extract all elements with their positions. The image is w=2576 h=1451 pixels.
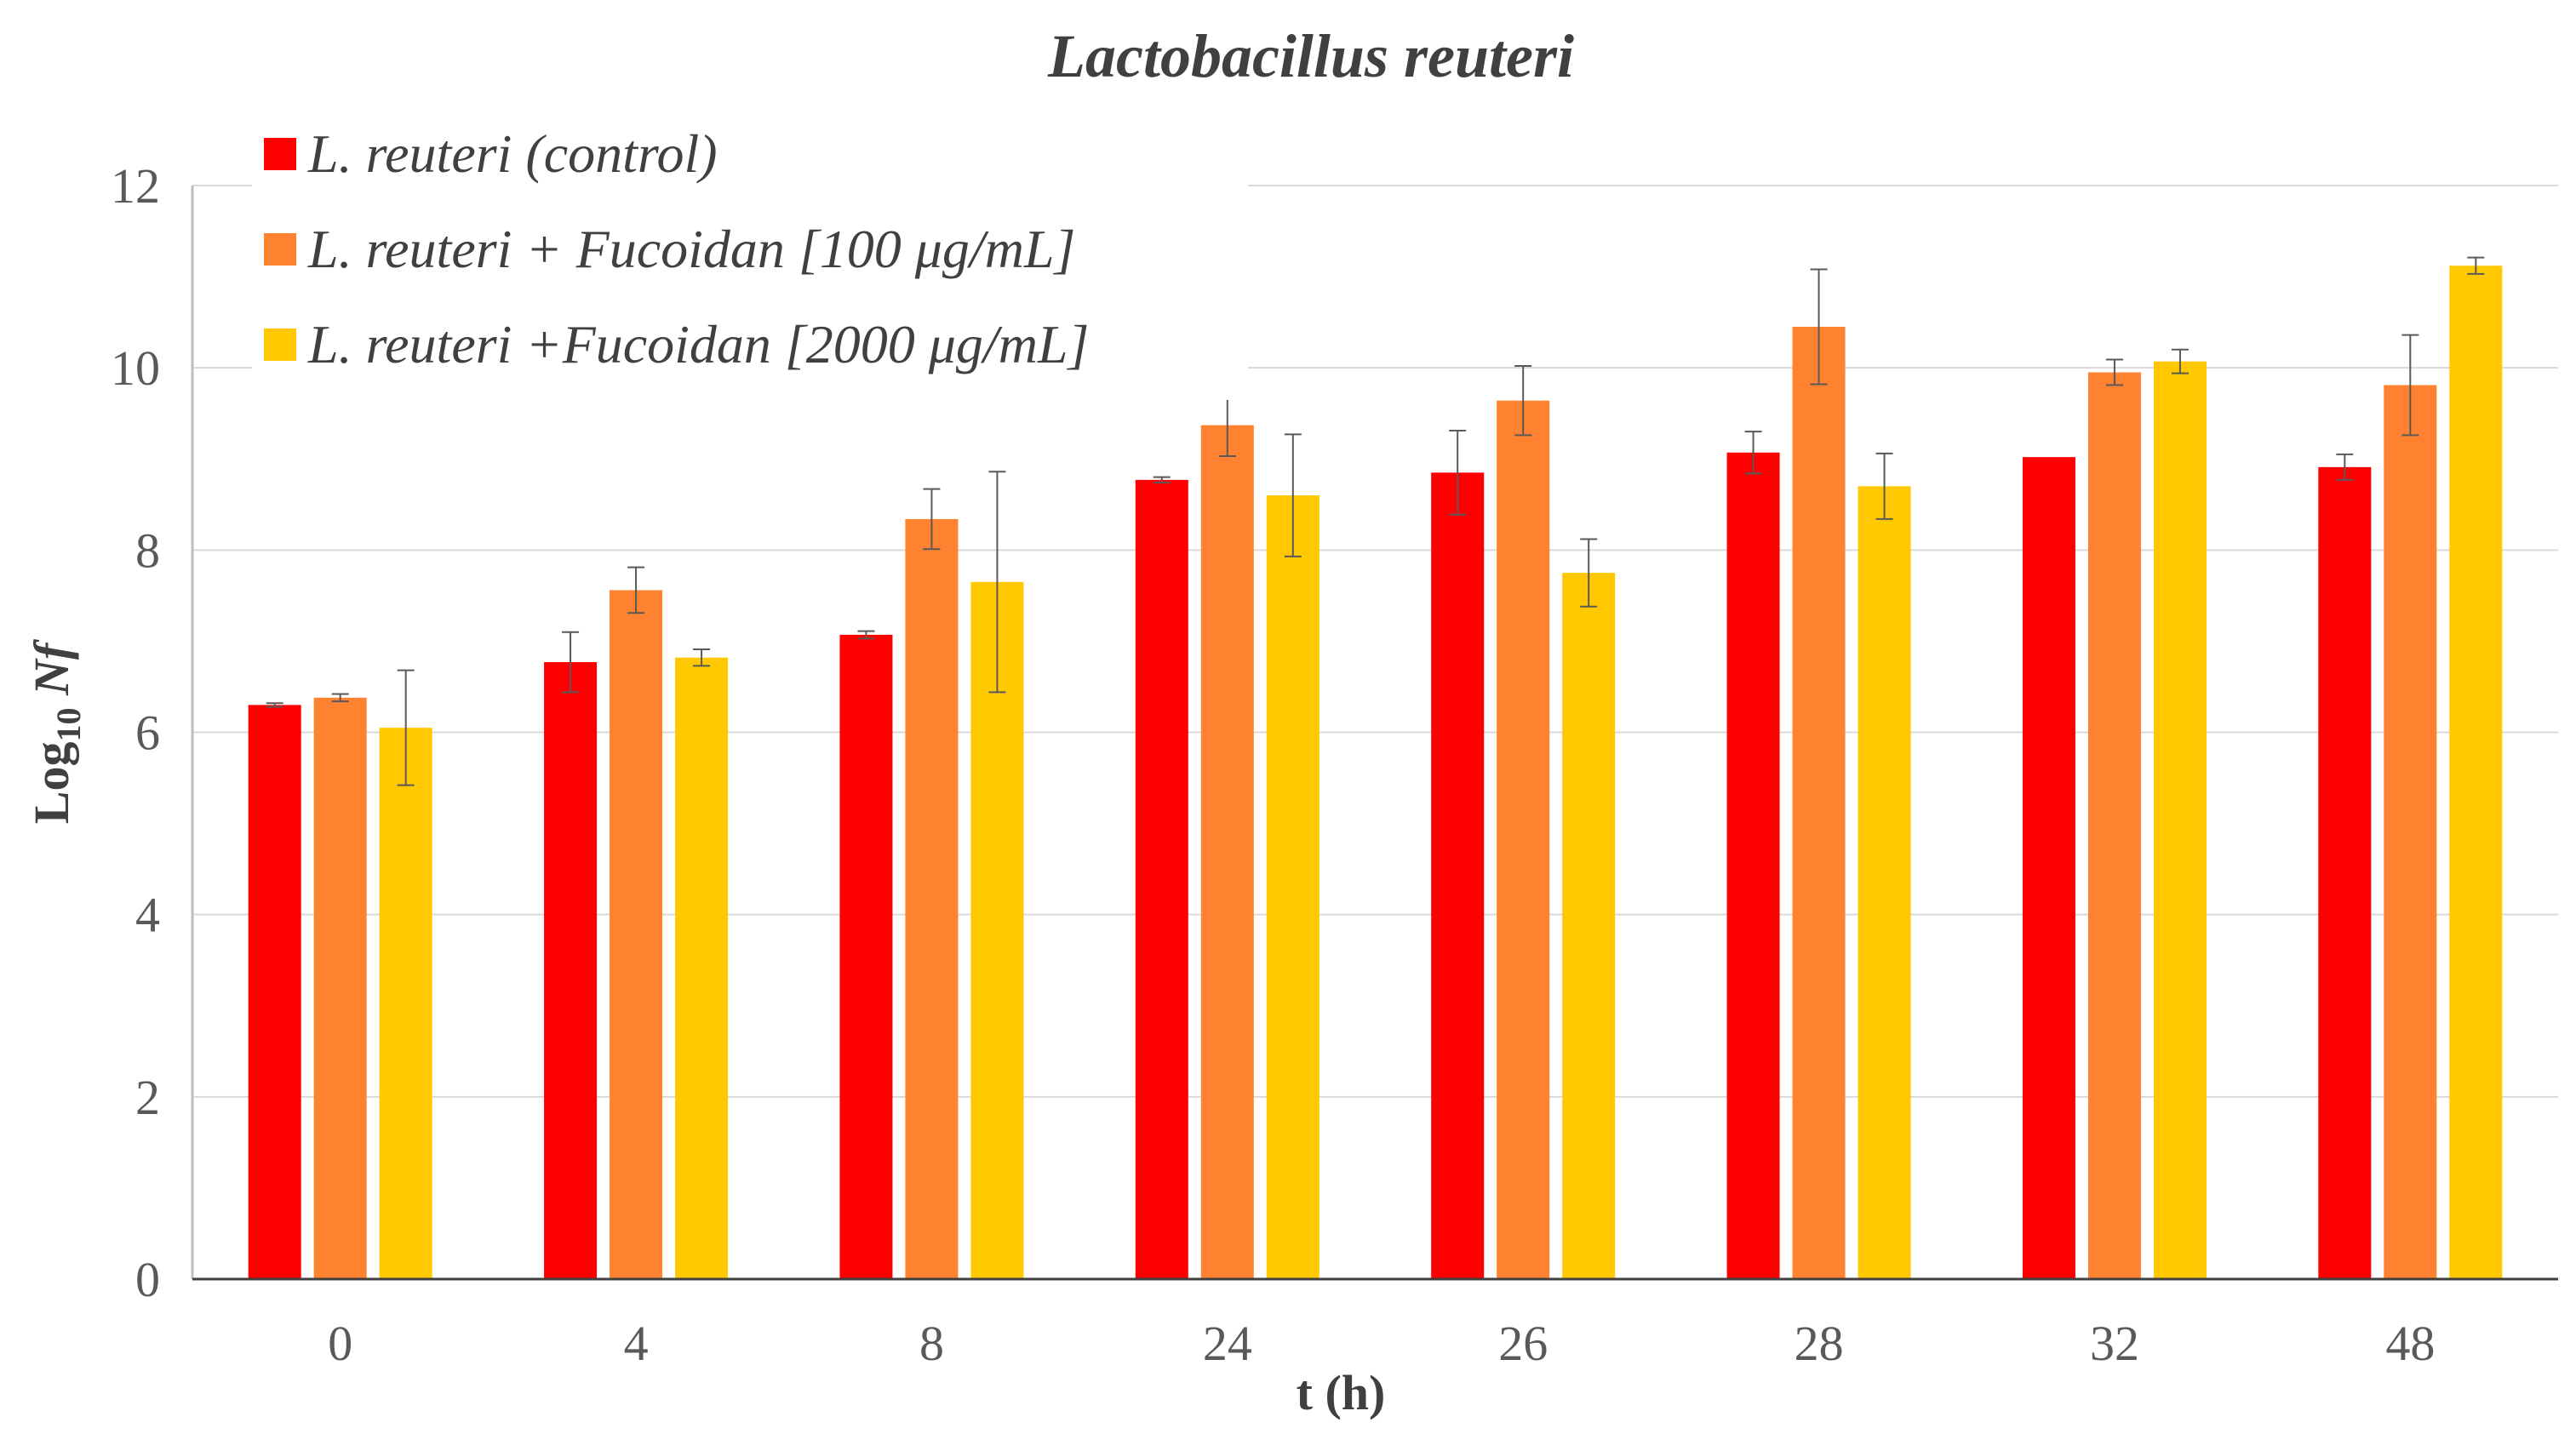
bar [905, 518, 959, 1279]
y-axis-label: Log10 Nf [24, 638, 88, 824]
bars-group [248, 266, 2503, 1280]
bar [839, 634, 893, 1279]
bar [2449, 266, 2503, 1279]
x-tick-labels: 0 4 8 24 26 28 32 48 [328, 1316, 2435, 1371]
bar [1431, 472, 1485, 1279]
y-tick-label: 2 [135, 1070, 160, 1125]
x-tick-label: 26 [1498, 1316, 1548, 1371]
y-tick-label: 0 [135, 1252, 160, 1307]
x-tick-label: 28 [1795, 1316, 1844, 1371]
x-tick-label: 4 [624, 1316, 649, 1371]
x-tick-label: 32 [2090, 1316, 2139, 1371]
bar [1266, 495, 1319, 1279]
bar [1858, 486, 1911, 1279]
bar [610, 590, 663, 1279]
legend-swatch-fucoidan-2000 [264, 328, 296, 361]
y-tick-label: 12 [111, 158, 160, 214]
bar [379, 728, 432, 1279]
y-axis-label-prefix: Log [24, 742, 79, 825]
bar [1497, 400, 1550, 1279]
bar [675, 657, 729, 1279]
y-axis-label-subscript: 10 [49, 708, 88, 742]
y-tick-label: 4 [135, 888, 160, 943]
bar [2087, 372, 2141, 1279]
bar [2384, 385, 2437, 1280]
legend-background [252, 111, 1248, 400]
chart-title: Lactobacillus reuteri [1047, 22, 1574, 90]
y-tick-labels: 0 2 4 6 8 10 12 [111, 158, 160, 1307]
legend-label-fucoidan-2000: L. reuteri +Fucoidan [2000 μg/mL] [307, 314, 1089, 374]
bar [313, 697, 367, 1279]
bar [1792, 326, 1846, 1280]
bar [2318, 466, 2372, 1279]
bar [1200, 425, 1254, 1280]
bar [2153, 361, 2207, 1279]
y-tick-label: 10 [111, 340, 160, 396]
bar [1726, 452, 1780, 1279]
y-tick-label: 8 [135, 523, 160, 578]
legend: L. reuteri (control) L. reuteri + Fucoid… [252, 111, 1248, 400]
x-tick-label: 0 [328, 1316, 352, 1371]
bar [1562, 573, 1616, 1279]
bar [544, 662, 598, 1279]
bar [970, 581, 1024, 1279]
y-tick-label: 6 [135, 706, 160, 761]
x-tick-label: 8 [919, 1316, 944, 1371]
x-tick-label: 48 [2385, 1316, 2435, 1371]
x-axis-label: t (h) [1297, 1365, 1386, 1420]
error-bars-group [266, 256, 2485, 786]
legend-label-fucoidan-100: L. reuteri + Fucoidan [100 μg/mL] [307, 219, 1075, 279]
legend-swatch-control [264, 138, 296, 170]
bar [248, 705, 301, 1279]
legend-swatch-fucoidan-100 [264, 233, 296, 266]
legend-label-control: L. reuteri (control) [307, 123, 718, 184]
x-tick-label: 24 [1203, 1316, 1252, 1371]
y-axis-label-suffix: Nf [24, 638, 79, 707]
bar [1135, 479, 1188, 1279]
bar [2022, 457, 2075, 1279]
